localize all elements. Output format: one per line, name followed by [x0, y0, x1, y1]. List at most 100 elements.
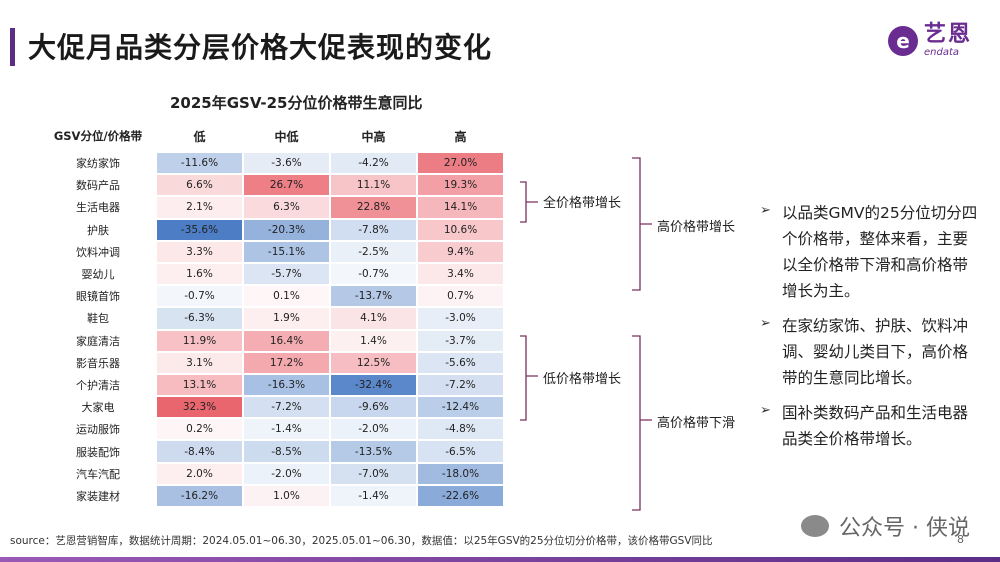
logo-icon: e	[887, 26, 918, 56]
bullet-item: ➢ 以品类GMV的25分位切分四个价格带，整体来看，主要以全价格带下滑和高价格带…	[760, 200, 980, 304]
wechat-icon	[801, 515, 830, 537]
heatmap-cell: 22.8%	[331, 197, 416, 218]
heatmap-cell: -6.5%	[418, 441, 503, 462]
heatmap-row: 运动服饰 0.2% -1.4% -2.0% -4.8%	[40, 418, 504, 440]
heatmap-cell: -12.4%	[418, 397, 503, 418]
heatmap-row: 眼镜首饰 -0.7% 0.1% -13.7% 0.7%	[40, 285, 504, 307]
heatmap-column-header: 中低	[274, 129, 299, 144]
heatmap-cell: -22.6%	[418, 485, 503, 506]
heatmap-cell: -32.4%	[331, 374, 416, 396]
heatmap-cell: 11.9%	[157, 330, 242, 351]
heatmap-row: 生活电器 2.1% 6.3% 22.8% 14.1%	[40, 196, 504, 218]
insight-bullets: ➢ 以品类GMV的25分位切分四个价格带，整体来看，主要以全价格带下滑和高价格带…	[760, 200, 980, 461]
heatmap-cell: 1.4%	[331, 330, 416, 351]
bullet-text: 以品类GMV的25分位切分四个价格带，整体来看，主要以全价格带下滑和高价格带增长…	[782, 204, 978, 300]
bullet-text: 国补类数码产品和生活电器品类全价格带增长。	[782, 404, 969, 448]
heatmap-cell: -1.4%	[331, 485, 416, 506]
heatmap-cell: 17.2%	[244, 352, 329, 373]
heatmap-row-label: 护肤	[87, 223, 109, 237]
heatmap-cell: 1.9%	[244, 308, 329, 329]
heatmap-row-label: 家装建材	[76, 489, 120, 503]
bullet-text: 在家纺家饰、护肤、饮料冲调、婴幼儿类目下，高价格带的生意同比增长。	[782, 317, 969, 387]
heatmap-cell: -6.3%	[157, 308, 242, 329]
bullet-item: ➢ 国补类数码产品和生活电器品类全价格带增长。	[760, 400, 980, 452]
page-title: 大促月品类分层价格大促表现的变化	[28, 31, 493, 64]
heatmap-cell: -8.5%	[244, 441, 329, 462]
bracket-full-growth	[520, 181, 538, 223]
heatmap-cell: 11.1%	[331, 175, 416, 196]
heatmap-cell: -9.6%	[331, 397, 416, 418]
heatmap-cell: 16.4%	[244, 330, 329, 351]
page-number: 8	[957, 533, 964, 546]
heatmap-row-label: 服装配饰	[76, 445, 120, 459]
bracket-low-growth	[520, 335, 538, 421]
heatmap-row-label: 眼镜首饰	[76, 290, 120, 304]
bracket-label-full-growth: 全价格带增长	[543, 196, 622, 211]
heatmap-row-label: 婴幼儿	[81, 268, 115, 282]
heatmap-row: 服装配饰 -8.4% -8.5% -13.5% -6.5%	[40, 440, 504, 462]
bracket-label-high-growth: 高价格带增长	[657, 220, 736, 235]
heatmap-cell: -16.2%	[157, 485, 242, 506]
heatmap-cell: -2.0%	[244, 463, 329, 484]
heatmap-cell: -7.2%	[418, 374, 503, 396]
heatmap-column-header: 中高	[361, 129, 386, 144]
heatmap-cell: 1.6%	[157, 263, 242, 285]
heatmap-cell: -0.7%	[157, 286, 242, 307]
heatmap-cell: 10.6%	[418, 219, 503, 240]
heatmap-cell: 3.4%	[418, 263, 503, 285]
heatmap-cell: 2.1%	[157, 197, 242, 218]
heatmap-row-label: 运动服饰	[76, 423, 120, 437]
heatmap-cell: 1.0%	[244, 485, 329, 506]
heatmap-row: 婴幼儿 1.6% -5.7% -0.7% 3.4%	[40, 263, 504, 285]
heatmap-row-label: 大家电	[81, 401, 115, 415]
wechat-label: 公众号 · 侠说	[839, 516, 970, 541]
heatmap-row: 个护清洁 13.1% -16.3% -32.4% -7.2%	[40, 374, 504, 396]
heatmap-row: 家纺家饰 -11.6% -3.6% -4.2% 27.0%	[40, 152, 504, 174]
heatmap-cell: -0.7%	[331, 263, 416, 285]
heatmap-cell: 13.1%	[157, 374, 242, 396]
heatmap-cell: -2.5%	[331, 241, 416, 262]
heatmap-cell: -35.6%	[157, 219, 242, 240]
heatmap-cell: 0.7%	[418, 286, 503, 307]
heatmap-cell: -16.3%	[244, 374, 329, 396]
chart-title: 2025年GSV-25分位价格带生意同比	[170, 94, 423, 112]
heatmap-cell: -8.4%	[157, 441, 242, 462]
heatmap-column-header: 低	[193, 129, 206, 144]
bracket-high-growth	[632, 157, 652, 291]
logo-en: endata	[923, 47, 959, 58]
heatmap-column-header: 高	[454, 129, 467, 144]
logo-text: 艺恩 endata	[924, 24, 972, 58]
heatmap-row-label: 数码产品	[76, 179, 120, 193]
heatmap-cell: -7.2%	[244, 397, 329, 418]
heatmap-cell: -15.1%	[244, 241, 329, 262]
heatmap-cell: 27.0%	[418, 153, 503, 174]
heatmap-cell: 19.3%	[418, 175, 503, 196]
heatmap-row-label: 饮料冲调	[76, 245, 120, 259]
heatmap-row: 鞋包 -6.3% 1.9% 4.1% -3.0%	[40, 307, 504, 329]
heatmap-cell: 9.4%	[418, 241, 503, 262]
heatmap-cell: -20.3%	[244, 219, 329, 240]
heatmap-cell: -5.6%	[418, 352, 503, 373]
heatmap-row-label: 影音乐器	[76, 356, 120, 370]
heatmap-row-label: 生活电器	[76, 201, 120, 215]
heatmap-row-label: 鞋包	[87, 312, 109, 326]
heatmap-row-label: 家庭清洁	[76, 334, 120, 348]
heatmap-cell: -5.7%	[244, 263, 329, 285]
heatmap-body: 家纺家饰 -11.6% -3.6% -4.2% 27.0% 数码产品 6.6% 26.7% 11…	[40, 152, 504, 507]
heatmap-row-label: 汽车汽配	[76, 467, 120, 481]
heatmap-cell: 0.2%	[157, 419, 242, 440]
heatmap-cell: -3.6%	[244, 153, 329, 174]
heatmap-cell: 3.3%	[157, 241, 242, 262]
heatmap-cell: -3.0%	[418, 308, 503, 329]
logo-cn: 艺恩	[923, 22, 972, 47]
title-accent-bar	[10, 28, 15, 66]
heatmap-cell: -13.5%	[331, 441, 416, 462]
heatmap-row: 家装建材 -16.2% 1.0% -1.4% -22.6%	[40, 485, 504, 507]
heatmap-row: 汽车汽配 2.0% -2.0% -7.0% -18.0%	[40, 463, 504, 485]
bracket-high-decline	[632, 335, 652, 511]
bullet-arrow-icon: ➢	[760, 403, 771, 418]
heatmap-cell: -7.0%	[331, 463, 416, 484]
footer-rule	[0, 557, 1000, 562]
bracket-label-low-growth: 低价格带增长	[543, 372, 622, 387]
heatmap-row: 饮料冲调 3.3% -15.1% -2.5% 9.4%	[40, 241, 504, 263]
